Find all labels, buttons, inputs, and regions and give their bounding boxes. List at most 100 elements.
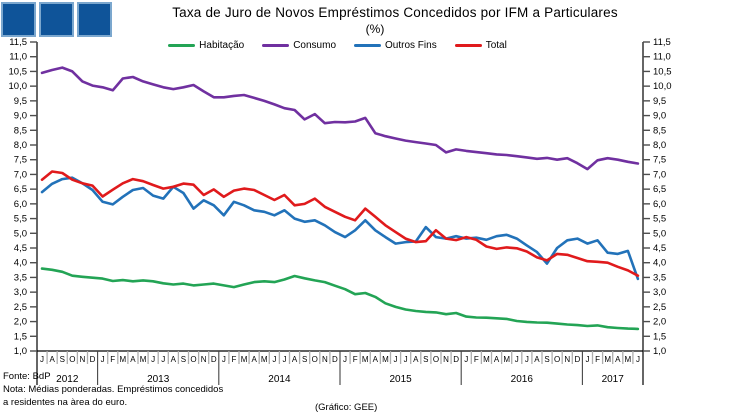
y-tick-label-right: 8,5: [653, 125, 666, 136]
y-tick-label-right: 5,0: [653, 228, 666, 239]
y-tick-label-left: 7,0: [14, 169, 27, 180]
y-tick-label-right: 1,0: [653, 346, 666, 357]
y-tick-label-left: 2,5: [14, 302, 27, 313]
y-tick-label-left: 3,0: [14, 287, 27, 298]
month-label: A: [413, 355, 419, 364]
y-tick-label-right: 10,5: [653, 66, 672, 77]
legend-swatch-consumo: [262, 43, 290, 48]
month-label: O: [554, 355, 560, 364]
y-tick-label-right: 3,0: [653, 287, 666, 298]
y-tick-label-right: 8,0: [653, 140, 666, 151]
y-tick-label-right: 11,5: [653, 37, 671, 48]
chart-subtitle: (%): [365, 22, 385, 36]
year-label: 2012: [56, 374, 79, 385]
legend-label: Total: [485, 40, 507, 51]
month-label: F: [595, 355, 600, 364]
legend-label: Consumo: [293, 40, 337, 51]
series-line-outros-fins: [40, 176, 640, 281]
legend-item-habitacao: Habitação: [168, 40, 244, 51]
month-label: F: [353, 355, 358, 364]
year-label: 2015: [389, 374, 412, 385]
y-tick-label-left: 10,5: [9, 66, 28, 77]
logo-square: [77, 2, 112, 37]
month-label: S: [181, 355, 186, 364]
methodology-note-line1: Nota: Médias ponderadas. Empréstimos con…: [3, 384, 224, 395]
y-tick-label-left: 8,5: [14, 125, 27, 136]
year-label: 2014: [268, 374, 291, 385]
logo-squares: [1, 2, 112, 37]
month-label: J: [636, 355, 640, 364]
legend-swatch-total: [454, 43, 482, 48]
month-label: S: [302, 355, 307, 364]
month-label: D: [90, 355, 96, 364]
legend-item-total: Total: [454, 40, 507, 51]
month-label: J: [40, 355, 44, 364]
methodology-note-line2: a residentes na àrea do euro.: [3, 397, 128, 408]
month-label: J: [222, 355, 226, 364]
y-tick-label-left: 8,0: [14, 140, 27, 151]
y-tick-label-right: 6,5: [653, 184, 666, 195]
chart-title: Taxa de Juro de Novos Empréstimos Conced…: [172, 5, 618, 20]
month-label: A: [615, 355, 621, 364]
month-label: M: [382, 355, 389, 364]
y-tick-label-left: 1,5: [14, 331, 27, 342]
month-label: F: [110, 355, 115, 364]
month-label: J: [272, 355, 276, 364]
series-line-consumo: [40, 66, 640, 171]
month-label: F: [232, 355, 237, 364]
legend-label: Habitação: [199, 40, 245, 51]
month-label: A: [130, 355, 136, 364]
month-label: N: [322, 355, 328, 364]
y-tick-label-left: 9,0: [14, 111, 27, 122]
month-label: M: [483, 355, 490, 364]
month-label: S: [423, 355, 428, 364]
month-label: J: [525, 355, 529, 364]
y-tick-label-left: 4,5: [14, 243, 27, 254]
month-label: A: [171, 355, 177, 364]
month-label: J: [394, 355, 398, 364]
y-tick-label-left: 11,5: [9, 37, 27, 48]
month-label: M: [362, 355, 369, 364]
y-tick-label-left: 7,5: [14, 155, 27, 166]
series-line-habitacao: [40, 267, 640, 331]
month-label: M: [241, 355, 248, 364]
month-label: M: [503, 355, 510, 364]
y-tick-label-left: 2,0: [14, 317, 27, 328]
y-tick-label-right: 4,0: [653, 258, 666, 269]
y-tick-label-right: 7,5: [653, 155, 666, 166]
month-label: J: [404, 355, 408, 364]
month-label: A: [49, 355, 55, 364]
month-label: O: [433, 355, 439, 364]
credit-note: (Gráfico: GEE): [315, 402, 378, 413]
year-label: 2016: [511, 374, 534, 385]
chart-legend: Habitação Consumo Outros Fins Total: [40, 40, 635, 51]
month-label: J: [464, 355, 468, 364]
y-tick-label-left: 6,0: [14, 199, 27, 210]
y-tick-label-right: 7,0: [653, 169, 666, 180]
legend-item-consumo: Consumo: [262, 40, 336, 51]
month-label: S: [544, 355, 549, 364]
month-label: N: [201, 355, 207, 364]
month-label: N: [80, 355, 86, 364]
month-label: N: [443, 355, 449, 364]
month-label: M: [120, 355, 127, 364]
y-tick-label-right: 2,5: [653, 302, 666, 313]
legend-swatch-habitacao: [168, 43, 196, 48]
month-label: J: [515, 355, 519, 364]
y-tick-label-right: 10,0: [653, 81, 672, 92]
month-label: M: [625, 355, 632, 364]
month-label: J: [585, 355, 589, 364]
month-label: A: [534, 355, 540, 364]
month-label: D: [453, 355, 459, 364]
month-label: D: [574, 355, 580, 364]
month-label: N: [564, 355, 570, 364]
year-label: 2017: [602, 374, 625, 385]
y-tick-label-right: 9,5: [653, 96, 666, 107]
y-tick-label-right: 4,5: [653, 243, 666, 254]
logo-square: [1, 2, 36, 37]
month-label: M: [261, 355, 268, 364]
y-tick-label-left: 11,0: [9, 52, 27, 63]
month-label: J: [101, 355, 105, 364]
source-note: Fonte: BdP: [3, 371, 51, 382]
